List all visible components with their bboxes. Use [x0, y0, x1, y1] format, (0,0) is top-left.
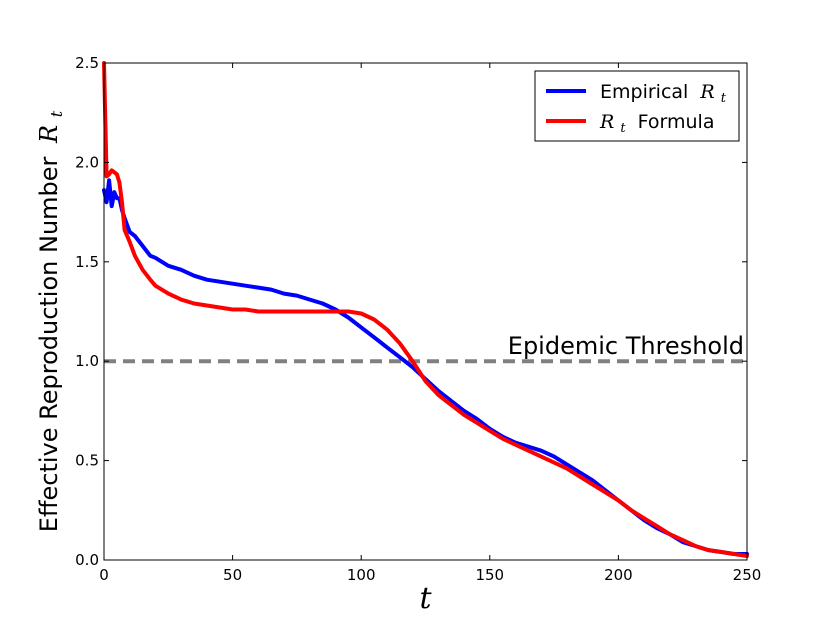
x-tick-label: 200 [604, 566, 633, 584]
y-axis-ticks: 0.0 0.5 1.0 1.5 2.0 2.5 [75, 54, 747, 569]
legend-entry-empirical: Empirical R t [600, 81, 727, 106]
legend-empirical-math: R [699, 81, 714, 103]
y-axis-label-math-sub: t [47, 110, 66, 117]
x-tick-label: 150 [475, 566, 504, 584]
legend-empirical-text: Empirical [600, 81, 688, 103]
threshold-label: Epidemic Threshold [508, 332, 744, 360]
x-axis-ticks: 0 50 100 150 200 250 [99, 63, 761, 584]
x-tick-label: 0 [99, 566, 109, 584]
y-tick-label: 0.5 [75, 452, 99, 470]
y-axis-label-math: R [35, 125, 63, 144]
y-axis-label: Effective Reproduction Number R t [35, 110, 66, 532]
plot-frame [103, 62, 748, 561]
legend-formula-text: Formula [638, 111, 715, 133]
legend-box [534, 70, 740, 142]
legend-formula-math-sub: t [620, 121, 626, 136]
plot-area [102, 61, 749, 561]
y-tick-label: 2.0 [75, 153, 99, 171]
x-tick-label: 50 [223, 566, 242, 584]
x-axis-label: t [419, 581, 432, 616]
y-tick-label: 0.0 [75, 551, 99, 569]
y-tick-label: 1.0 [75, 352, 99, 370]
y-axis-label-text: Effective Reproduction Number [35, 156, 63, 532]
y-tick-label: 2.5 [75, 54, 99, 72]
legend-empirical-math-sub: t [721, 91, 727, 106]
x-tick-label: 250 [733, 566, 762, 584]
series-group [102, 61, 749, 558]
x-tick-label: 100 [347, 566, 376, 584]
series-line-1 [102, 61, 749, 558]
legend-entry-formula: R t Formula [599, 111, 714, 137]
y-tick-label: 1.5 [75, 253, 99, 271]
legend: Empirical R t R t Formula [534, 70, 740, 142]
legend-formula-math: R [599, 111, 614, 133]
